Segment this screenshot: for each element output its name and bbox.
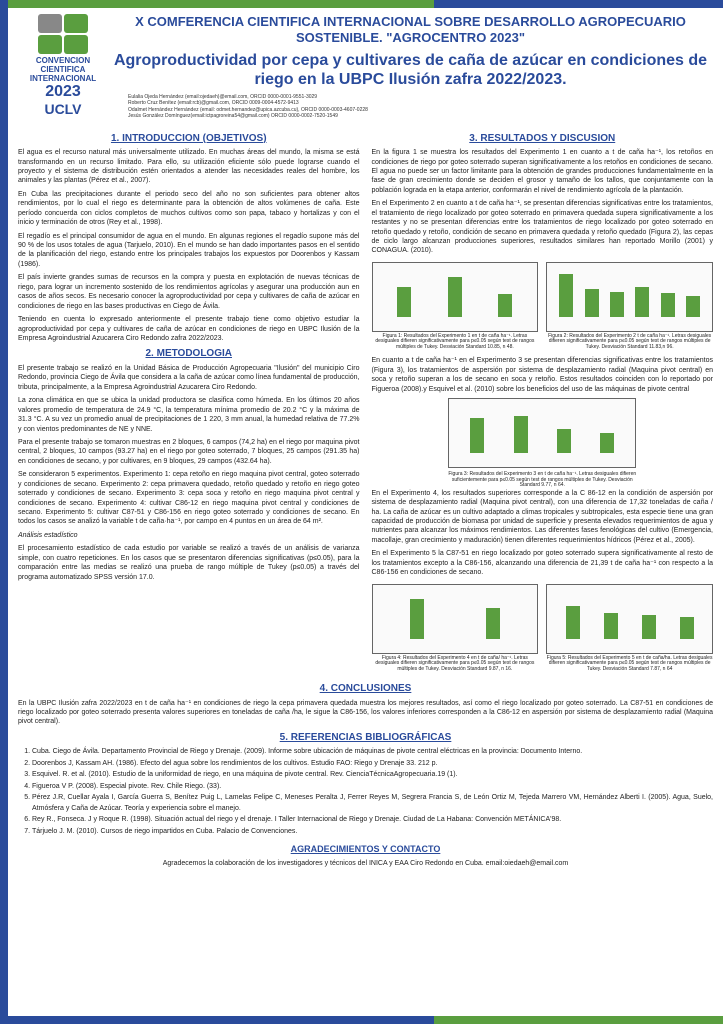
bar: [514, 416, 528, 454]
references-list: Cuba. Ciego de Ávila. Departamento Provi…: [18, 747, 713, 837]
logo-line3: INTERNACIONAL: [18, 75, 108, 84]
right-column: 3. RESULTADOS Y DISCUSION En la figura 1…: [372, 128, 714, 679]
figure-1-chart: [372, 262, 539, 332]
intro-p4: El país invierte grandes sumas de recurs…: [18, 273, 360, 311]
logo-icon: [38, 14, 88, 54]
results-p3: En cuanto a t de caña ha⁻¹ en el Experim…: [372, 356, 714, 394]
intro-p1: El agua es el recurso natural más univer…: [18, 148, 360, 186]
left-column: 1. INTRODUCCION (OBJETIVOS) El agua es e…: [18, 128, 360, 679]
bar: [604, 613, 618, 639]
titles: X COMFERENCIA CIENTIFICA INTERNACIONAL S…: [108, 14, 713, 120]
intro-p2: En Cuba las precipitaciones durante el p…: [18, 190, 360, 228]
ref-2: Doorenbos J, Kassam AH. (1986). Efecto d…: [32, 759, 713, 770]
method-italic: Análisis estadístico: [18, 531, 360, 540]
main-title: Agroproductividad por cepa y cultivares …: [108, 51, 713, 89]
bar: [680, 617, 694, 639]
columns: 1. INTRODUCCION (OBJETIVOS) El agua es e…: [18, 128, 713, 679]
figure-1-caption: Figura 1: Resultados del Experimento 1 e…: [372, 334, 539, 351]
bar: [557, 429, 571, 453]
conference-title: X COMFERENCIA CIENTIFICA INTERNACIONAL S…: [108, 14, 713, 45]
figure-3-caption: Figura 3: Resultados del Experimento 3 e…: [448, 472, 636, 489]
bar: [397, 287, 411, 317]
ref-1: Cuba. Ciego de Ávila. Departamento Provi…: [32, 747, 713, 758]
border-bottom-blue: [0, 1016, 434, 1024]
figure-2-chart: [546, 262, 713, 332]
header: CONVENCION CIENTIFICA INTERNACIONAL 2023…: [18, 14, 713, 120]
method-p4: Se consideraron 5 experimentos. Experime…: [18, 470, 360, 527]
figure-4-caption: Figura 4: Resultados del Experimento 4 e…: [372, 656, 539, 673]
conclusions-section: 4. CONCLUSIONES En la UBPC Ilusión zafra…: [18, 682, 713, 868]
bar: [600, 433, 614, 453]
method-p2: La zona climática en que se ubica la uni…: [18, 396, 360, 434]
bar: [559, 274, 573, 317]
bar: [610, 292, 624, 317]
ref-3: Esquivel. R. et al. (2010). Estudio de l…: [32, 770, 713, 781]
bar: [470, 418, 484, 453]
ref-7: Tárjuelo J. M. (2010). Cursos de riego i…: [32, 827, 713, 838]
figure-2-block: Figura 2: Resultados del Experimento 2 t…: [546, 262, 713, 351]
figure-5-caption: Figura 5: Resultados del Experimento 5 e…: [546, 656, 713, 673]
ref-5: Pérez J.R, Cuellar Ayala I, García Guerr…: [32, 793, 713, 814]
border-top-green: [0, 0, 434, 8]
figure-3-block: Figura 3: Resultados del Experimento 3 e…: [372, 398, 714, 489]
figure-4-chart: [372, 584, 539, 654]
ref-6: Rey R., Fonseca. J y Roque R. (1998). Si…: [32, 815, 713, 826]
bar: [585, 289, 599, 317]
figure-2-caption: Figura 2: Resultados del Experimento 2 t…: [546, 334, 713, 351]
method-p5: El procesamiento estadístico de cada est…: [18, 544, 360, 582]
bar: [635, 287, 649, 317]
method-heading: 2. METODOLOGIA: [18, 347, 360, 361]
bar: [642, 615, 656, 639]
logo-block: CONVENCION CIENTIFICA INTERNACIONAL 2023…: [18, 14, 108, 117]
intro-p5: Teniendo en cuenta lo expresado anterior…: [18, 315, 360, 343]
refs-heading: 5. REFERENCIAS BIBLIOGRÁFICAS: [18, 731, 713, 745]
chart-row-2: Figura 4: Resultados del Experimento 4 e…: [372, 584, 714, 673]
authors: Eulalia Ojeda Hernández (email:ojedaeh)@…: [128, 94, 713, 120]
figure-1-block: Figura 1: Resultados del Experimento 1 e…: [372, 262, 539, 351]
chart-row-1: Figura 1: Resultados del Experimento 1 e…: [372, 262, 714, 351]
border-left: [0, 0, 8, 1024]
results-p4: En el Experimento 4, los resultados supe…: [372, 489, 714, 546]
results-p5: En el Experimento 5 la C87-51 en riego l…: [372, 549, 714, 577]
figure-4-block: Figura 4: Resultados del Experimento 4 e…: [372, 584, 539, 673]
poster-content: CONVENCION CIENTIFICA INTERNACIONAL 2023…: [18, 14, 713, 1010]
ref-4: Figueroa V P. (2008). Especial pivote. R…: [32, 782, 713, 793]
conclusions-heading: 4. CONCLUSIONES: [18, 682, 713, 696]
figure-5-chart: [546, 584, 713, 654]
intro-p3: El regadío es el principal consumidor de…: [18, 232, 360, 270]
ack-heading: AGRADECIMIENTOS Y CONTACTO: [18, 843, 713, 855]
figure-5-block: Figura 5: Resultados del Experimento 5 e…: [546, 584, 713, 673]
bar: [686, 296, 700, 317]
border-top-blue: [434, 0, 723, 8]
logo-year: 2023: [18, 83, 108, 101]
border-bottom-green: [434, 1016, 723, 1024]
method-p3: Para el presente trabajo se tomaron mues…: [18, 438, 360, 466]
author-4: Jesús González Domínguez(email:ictpagror…: [128, 113, 713, 120]
intro-heading: 1. INTRODUCCION (OBJETIVOS): [18, 132, 360, 146]
bar: [448, 277, 462, 317]
ack-text: Agradecemos la colaboración de los inves…: [18, 859, 713, 868]
method-p1: El presente trabajo se realizó en la Uni…: [18, 364, 360, 392]
results-p2: En el Experimento 2 en cuanto a t de cañ…: [372, 199, 714, 256]
bar: [410, 599, 424, 639]
results-heading: 3. RESULTADOS Y DISCUSION: [372, 132, 714, 146]
bar: [566, 606, 580, 639]
bar: [486, 608, 500, 639]
bar: [661, 293, 675, 317]
results-p1: En la figura 1 se muestra los resultados…: [372, 148, 714, 195]
logo-uclv: UCLV: [18, 101, 108, 117]
bar: [498, 294, 512, 317]
figure-3-chart: [448, 398, 636, 468]
conclusions-text: En la UBPC Ilusión zafra 2022/2023 en t …: [18, 699, 713, 727]
